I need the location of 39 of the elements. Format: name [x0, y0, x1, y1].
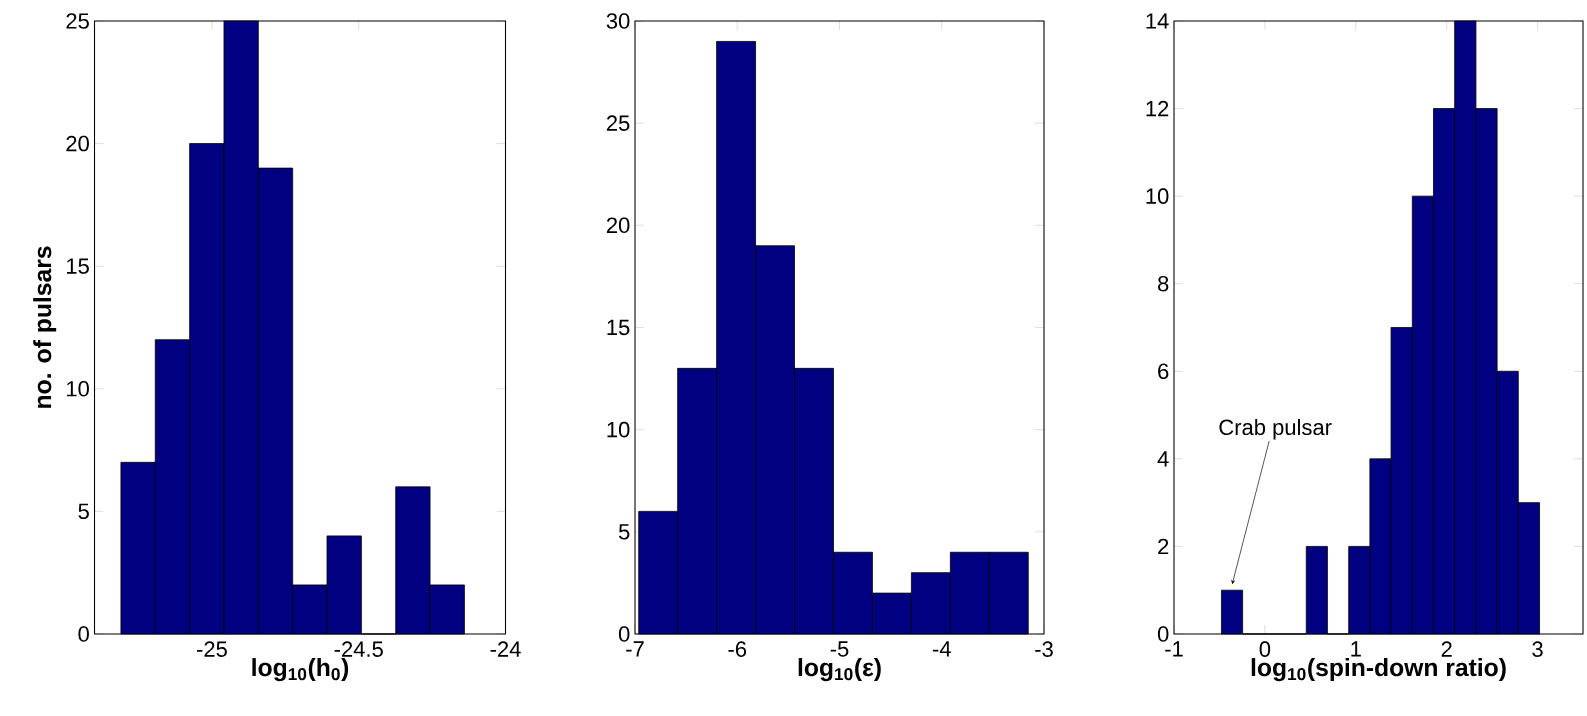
x-tick-label: -7 — [626, 641, 644, 657]
y-tick-label: 10 — [67, 380, 89, 397]
x-axis-title: log$_{10}$(ε) — [798, 658, 881, 682]
y-tick-label: 14 — [1146, 13, 1169, 29]
y-tick-label: 15 — [67, 258, 89, 274]
y-tick-label: 10 — [607, 421, 630, 438]
y-tick-label: 20 — [66, 135, 89, 152]
y-tick-label: 25 — [66, 13, 89, 29]
y-tick-label: 4 — [1157, 451, 1169, 467]
y-axis-title: no. of pulsars — [33, 246, 57, 408]
y-tick-label: 2 — [1158, 538, 1169, 555]
x-tick-label: 0 — [1259, 641, 1271, 657]
y-tick-label: 0 — [1157, 626, 1169, 642]
x-tick-label: 1 — [1351, 641, 1361, 657]
y-tick-label: 5 — [78, 503, 89, 520]
x-tick-label: -24 — [490, 641, 521, 657]
annotation: Crab pulsar — [1219, 418, 1332, 440]
y-tick-label: 6 — [1158, 363, 1169, 380]
x-axis-title: log$_{10}$(spin-down ratio) — [1251, 658, 1506, 682]
y-tick-label: 25 — [606, 115, 630, 131]
y-tick-label: 0 — [618, 626, 630, 642]
x-tick-label: -1 — [1165, 641, 1183, 657]
x-axis-title: log$_{10}$(h$_{0}$) — [252, 658, 349, 682]
x-tick-label: -25 — [197, 641, 227, 657]
y-tick-label: 10 — [1146, 188, 1169, 204]
y-tick-label: 8 — [1158, 275, 1169, 292]
x-tick-label: -6 — [728, 641, 747, 657]
x-tick-label: -4 — [932, 641, 951, 657]
x-tick-label: -3 — [1035, 641, 1053, 657]
y-tick-label: 12 — [1146, 100, 1169, 117]
x-tick-label: 3 — [1532, 641, 1543, 657]
y-tick-label: 0 — [78, 626, 89, 642]
x-tick-label: -5 — [830, 641, 849, 657]
x-tick-label: 2 — [1441, 641, 1452, 657]
x-tick-label: -24.5 — [334, 641, 383, 657]
y-tick-label: 15 — [607, 319, 630, 336]
y-tick-label: 20 — [606, 217, 630, 234]
y-tick-label: 5 — [618, 524, 630, 540]
y-tick-label: 30 — [606, 13, 630, 29]
